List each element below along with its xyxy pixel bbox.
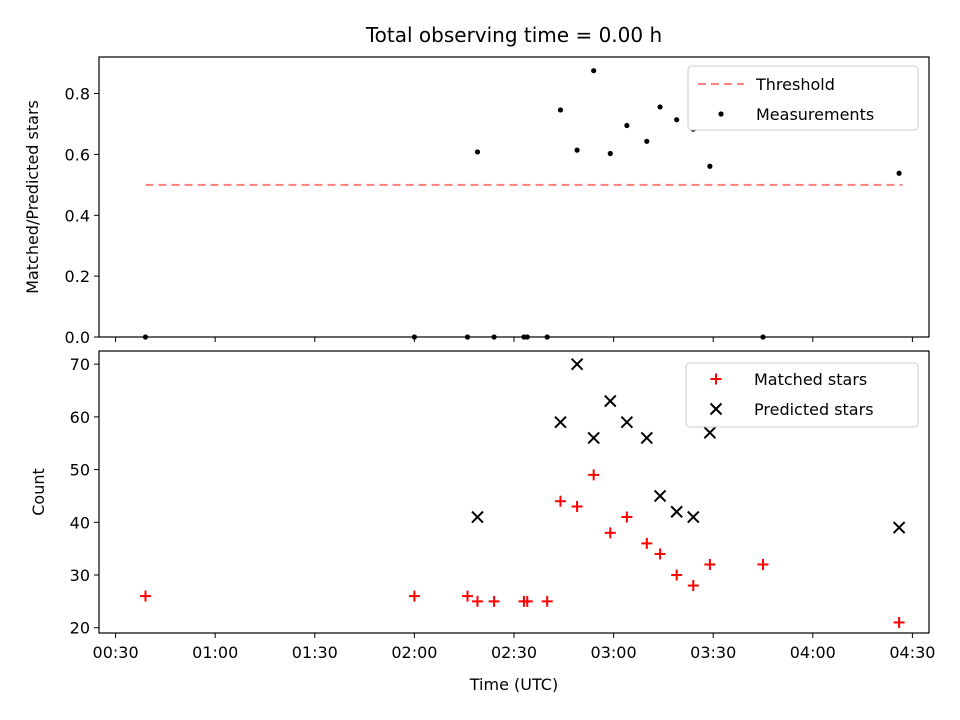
matched-star-point bbox=[687, 580, 699, 592]
matched-star-point bbox=[893, 616, 905, 628]
measurement-point bbox=[624, 122, 630, 129]
bottom-x-tick-label: 02:30 bbox=[491, 643, 537, 662]
matched-star-point bbox=[521, 595, 533, 607]
measurement-point bbox=[657, 104, 663, 110]
matched-star-point bbox=[571, 500, 583, 512]
bottom-x-tick-label: 04:30 bbox=[889, 643, 935, 662]
predicted-star-point bbox=[670, 505, 683, 518]
bottom-x-tick-label: 02:00 bbox=[391, 643, 437, 662]
bottom-y-tick-label: 50 bbox=[70, 461, 90, 480]
legend-matched-swatch bbox=[710, 373, 722, 385]
bottom-y-tick-label: 40 bbox=[70, 513, 90, 532]
predicted-star-point-b bbox=[703, 426, 717, 439]
top-y-tick-label: 0.2 bbox=[65, 267, 90, 286]
top-y-tick-label: 0.0 bbox=[65, 328, 90, 347]
predicted-star-point bbox=[471, 510, 484, 524]
bottom-x-tick-label: 03:00 bbox=[591, 643, 637, 662]
legend-matched-marker bbox=[710, 373, 722, 385]
predicted-star-point-b bbox=[653, 489, 667, 503]
bottom-plot-marks: 20 30 40 50 60 70 00:30 01:00 01:30 02:00 02:30 03:… bbox=[29, 350, 935, 694]
predicted-star-point-b bbox=[620, 415, 634, 429]
bottom-panel: 20 30 40 50 60 70 00:30 01:00 01:30 02:00 02:30 03:… bbox=[29, 350, 935, 694]
matched-star-point bbox=[654, 548, 666, 560]
top-plot-marks: 0.0 0.2 0.4 0.6 0.8 Matched/Predicted stars bbox=[23, 56, 930, 347]
matched-star-point bbox=[408, 590, 420, 602]
predicted-star-point-b bbox=[670, 505, 683, 518]
legend-predicted-label: Predicted stars bbox=[754, 400, 874, 419]
predicted-star-point bbox=[703, 426, 717, 439]
predicted-star-point-b bbox=[640, 431, 654, 445]
predicted-star-point-b bbox=[570, 357, 584, 371]
figure-title: Total observing time = 0.00 h bbox=[365, 23, 662, 47]
measurement-point bbox=[644, 138, 650, 144]
matched-star-point bbox=[757, 558, 769, 570]
predicted-star-point-b bbox=[687, 510, 700, 524]
legend-predicted-marker bbox=[709, 402, 723, 416]
predicted-star-point-b bbox=[587, 431, 600, 445]
measurement-point bbox=[574, 147, 580, 153]
predicted-star-point-b bbox=[554, 415, 567, 429]
measurement-point bbox=[674, 117, 680, 123]
bottom-legend-box bbox=[685, 362, 919, 428]
top-panel: 0.0 0.2 0.4 0.6 0.8 Matched/Predicted stars T… bbox=[23, 56, 930, 347]
bottom-y-tick-label: 70 bbox=[70, 355, 90, 374]
top-legend: Threshold Measurements bbox=[687, 65, 919, 131]
predicted-star-point bbox=[653, 489, 667, 503]
measurement-point bbox=[474, 149, 481, 155]
legend-measurements-swatch bbox=[718, 111, 724, 117]
predicted-star-point bbox=[687, 510, 700, 524]
bottom-x-tick-label: 01:00 bbox=[192, 643, 238, 662]
matched-star-point bbox=[554, 495, 566, 507]
legend-predicted-swatch bbox=[709, 402, 723, 416]
top-y-tick-label: 0.6 bbox=[65, 145, 90, 164]
measurement-point bbox=[591, 68, 597, 74]
predicted-star-point bbox=[570, 357, 584, 371]
bottom-y-tick-label: 20 bbox=[70, 619, 90, 638]
matched-star-point bbox=[671, 569, 683, 581]
predicted-star-point bbox=[620, 415, 634, 429]
bottom-legend: Matched stars Predicted stars bbox=[685, 362, 919, 428]
measurement-point bbox=[707, 163, 713, 169]
predicted-star-point bbox=[587, 431, 600, 445]
legend-threshold-label: Threshold bbox=[755, 75, 835, 94]
bottom-x-tick-label: 04:00 bbox=[790, 643, 836, 662]
bottom-y-axis-label: Count bbox=[29, 468, 48, 516]
matched-star-point bbox=[541, 595, 553, 607]
matched-star-point bbox=[488, 595, 500, 607]
predicted-star-point bbox=[892, 521, 906, 534]
matched-star-point bbox=[588, 469, 600, 481]
predicted-star-point bbox=[604, 394, 617, 408]
top-y-tick-label: 0.8 bbox=[65, 85, 90, 104]
predicted-star-point bbox=[554, 415, 567, 429]
bottom-x-tick-label: 03:30 bbox=[690, 643, 736, 662]
bottom-x-tick-label: 00:30 bbox=[93, 643, 139, 662]
matched-star-point bbox=[462, 590, 474, 602]
matched-star-point bbox=[604, 527, 616, 539]
legend-measurements-label: Measurements bbox=[756, 105, 874, 124]
matched-star-point bbox=[704, 558, 716, 570]
matched-star-point bbox=[621, 511, 633, 523]
bottom-x-tick-label: 01:30 bbox=[292, 643, 338, 662]
x-axis-label: Time (UTC) bbox=[469, 675, 558, 694]
predicted-star-point-b bbox=[604, 394, 617, 408]
predicted-star-point-b bbox=[892, 521, 906, 534]
top-y-axis-label: Matched/Predicted stars bbox=[23, 100, 42, 294]
matched-star-point bbox=[471, 595, 483, 607]
legend-predicted-marker-b bbox=[709, 402, 723, 416]
measurement-point bbox=[896, 170, 902, 176]
top-legend-box bbox=[687, 65, 919, 131]
measurement-point bbox=[557, 107, 564, 113]
matched-star-point bbox=[641, 537, 653, 549]
predicted-star-point bbox=[640, 431, 654, 445]
predicted-star-point-b bbox=[471, 510, 484, 524]
bottom-y-tick-label: 30 bbox=[70, 566, 90, 585]
measurement-point bbox=[607, 150, 613, 157]
matched-star-point bbox=[139, 590, 151, 602]
legend-matched-label: Matched stars bbox=[754, 370, 867, 389]
top-y-tick-label: 0.4 bbox=[65, 206, 90, 225]
bottom-y-tick-label: 60 bbox=[70, 408, 90, 427]
